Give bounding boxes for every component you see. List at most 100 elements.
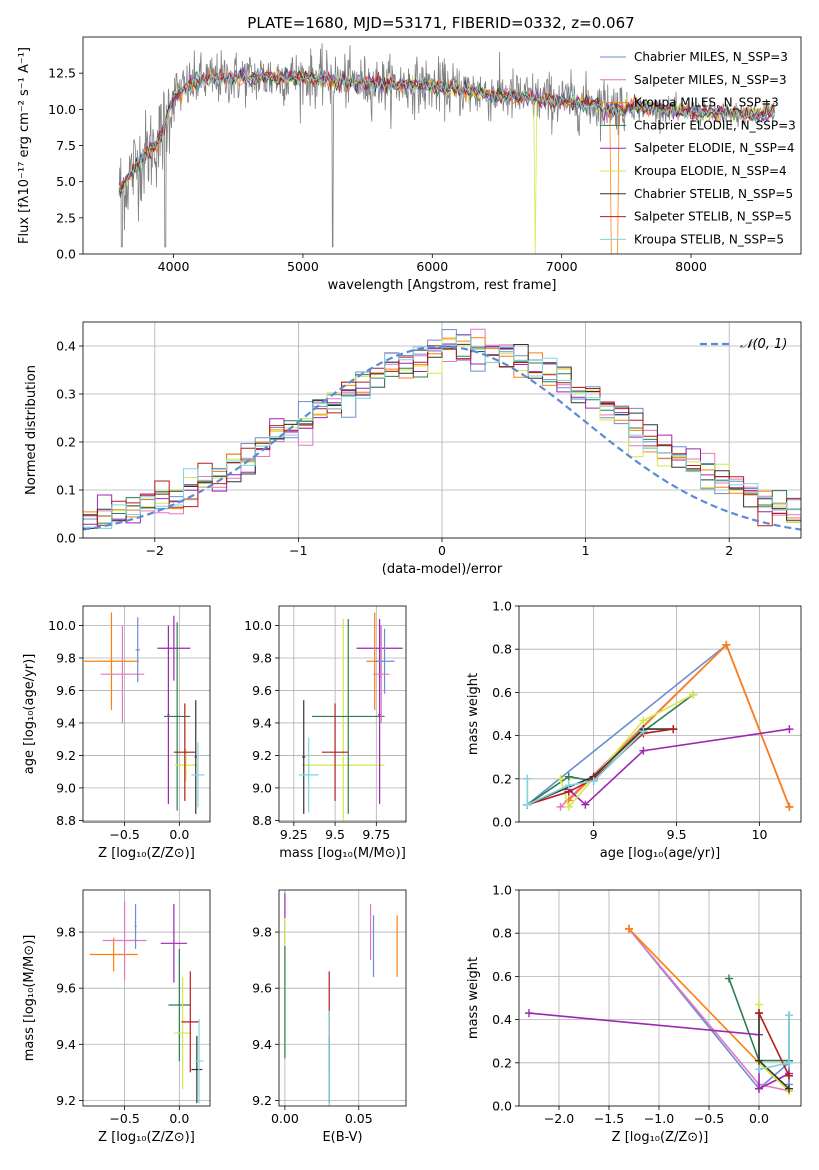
weight-marker xyxy=(785,1071,793,1080)
error-bar-point xyxy=(173,703,196,801)
residuals-marks xyxy=(83,328,801,531)
y-tick-label: 9.0 xyxy=(252,780,272,795)
weight-line xyxy=(526,728,674,806)
x-tick-label: 9.75 xyxy=(362,827,390,842)
y-tick-label: 10.0 xyxy=(48,102,76,117)
spectrum-marks xyxy=(118,43,776,254)
error-bar-point xyxy=(302,700,306,814)
weight-marker xyxy=(669,725,678,734)
legend-label: Chabrier MILES, N_SSP=3 xyxy=(634,50,788,64)
y-tick-label: 0.2 xyxy=(56,435,76,450)
age_vs_Z-panel: −0.5 0.0 8.8 9.0 9.2 9.4 9.6 9.8 10.0 Z [log₁₀(Z/… xyxy=(22,605,211,861)
error-bar-point xyxy=(191,742,205,808)
error-bar-point xyxy=(374,628,395,694)
legend-label: Kroupa STELIB, N_SSP=5 xyxy=(634,232,784,246)
y-tick-label: 0.0 xyxy=(56,247,76,262)
y-tick-label: 0.2 xyxy=(492,1055,512,1070)
weight-marker xyxy=(755,1000,763,1009)
weight-marker xyxy=(523,800,532,809)
weight-marker xyxy=(755,1056,763,1065)
error-bar-point xyxy=(373,625,390,723)
error-bar-point xyxy=(181,971,200,1073)
y-tick-label: 0.0 xyxy=(492,815,512,830)
x-tick-label: 0.0 xyxy=(749,1111,769,1126)
x-axis-label: Z [log₁₀(Z/Z⊙)] xyxy=(612,1130,709,1145)
error-bar-point xyxy=(134,904,137,949)
error-bar-point xyxy=(100,625,145,723)
y-tick-label: 10.0 xyxy=(48,618,76,633)
x-tick-label: 6000 xyxy=(416,259,448,274)
x-tick-label: 0.0 xyxy=(169,1111,189,1126)
y-tick-label: 9.8 xyxy=(252,650,272,665)
error-bar-point xyxy=(191,1035,203,1104)
x-axis-label: wavelength [Angstrom, rest frame] xyxy=(328,278,557,293)
mass_vs_ebv-marks xyxy=(284,892,398,1106)
y-tick-label: 9.4 xyxy=(252,715,272,730)
residual-histogram xyxy=(83,343,801,529)
y-tick-label: 0.4 xyxy=(492,1012,512,1027)
figure-title: PLATE=1680, MJD=53171, FIBERID=0332, z=0… xyxy=(247,14,634,32)
x-tick-label: 2 xyxy=(725,543,733,558)
age_vs_Z-marks xyxy=(84,612,205,814)
y-tick-label: 9.2 xyxy=(56,748,76,763)
y-tick-label: 9.6 xyxy=(252,981,272,996)
y-tick-label: 0.4 xyxy=(492,728,512,743)
error-bar-point xyxy=(194,700,197,814)
x-tick-label: −1 xyxy=(289,543,307,558)
y-tick-label: 2.5 xyxy=(56,210,76,225)
y-tick-label: 0.6 xyxy=(492,969,512,984)
error-bar-point xyxy=(321,703,349,801)
weight-marker xyxy=(564,772,573,781)
x-tick-label: 0.05 xyxy=(345,1111,373,1126)
legend-label: Salpeter MILES, N_SSP=3 xyxy=(634,73,787,87)
x-tick-label: 1 xyxy=(582,543,590,558)
x-tick-label: 9.5 xyxy=(667,827,687,842)
age_vs_mass-frame xyxy=(278,605,407,823)
weight-marker xyxy=(639,716,648,725)
mass_vs_ebv-frame xyxy=(278,889,407,1107)
legend-label: Salpeter ELODIE, N_SSP=4 xyxy=(634,141,795,155)
x-axis-label: Z [log₁₀(Z/Z⊙)] xyxy=(98,846,195,861)
weight-marker xyxy=(785,802,794,811)
x-tick-label: 0.0 xyxy=(169,827,189,842)
y-tick-label: 9.2 xyxy=(252,748,272,763)
error-bar-point xyxy=(168,948,191,1062)
x-tick-label: 9.25 xyxy=(280,827,308,842)
weight-marker xyxy=(589,776,598,785)
error-bar-point xyxy=(157,615,191,681)
y-tick-label: 0.6 xyxy=(492,685,512,700)
y-tick-label: 9.4 xyxy=(252,1037,272,1052)
weight-marker xyxy=(755,1009,763,1018)
y-tick-label: 0.8 xyxy=(492,642,512,657)
x-tick-label: 7000 xyxy=(546,259,578,274)
weight-marker xyxy=(689,690,698,699)
error-bar-point xyxy=(102,901,147,980)
y-tick-label: 0.0 xyxy=(492,1099,512,1114)
spectrum-frame xyxy=(82,36,802,255)
y-tick-label: 9.8 xyxy=(252,925,272,940)
error-bar-point xyxy=(298,737,319,813)
y-axis-label: age [log₁₀(age/yr)] xyxy=(22,654,37,775)
y-tick-label: 1.0 xyxy=(492,599,512,614)
weight-marker xyxy=(722,640,731,649)
x-tick-label: −0.5 xyxy=(694,1111,724,1126)
y-tick-label: 0.1 xyxy=(56,483,76,498)
y-tick-label: 1.0 xyxy=(492,883,512,898)
weight-marker xyxy=(525,1009,533,1018)
residual-histogram xyxy=(83,335,801,529)
weight_vs_age-panel: 9 9.5 10 0.0 0.2 0.4 0.6 0.8 1.0 age [log₁₀(age/y… xyxy=(466,599,802,861)
y-tick-label: 7.5 xyxy=(56,138,76,153)
mass_vs_ebv-panel: 0.00 0.05 9.2 9.4 9.6 9.8 E(B-V) xyxy=(252,889,407,1145)
x-tick-label: 5000 xyxy=(287,259,319,274)
weight_vs_Z-marks xyxy=(525,924,793,1095)
error-bar-point xyxy=(174,748,197,782)
x-tick-label: −0.5 xyxy=(109,1111,139,1126)
weight-line xyxy=(527,728,674,806)
y-tick-label: 9.4 xyxy=(56,715,76,730)
weight-marker xyxy=(785,1058,793,1067)
weight-marker xyxy=(639,746,648,755)
weight-line xyxy=(526,643,791,808)
y-tick-label: 12.5 xyxy=(48,66,76,81)
y-tick-label: 10.0 xyxy=(244,618,272,633)
x-tick-label: 8000 xyxy=(675,259,707,274)
